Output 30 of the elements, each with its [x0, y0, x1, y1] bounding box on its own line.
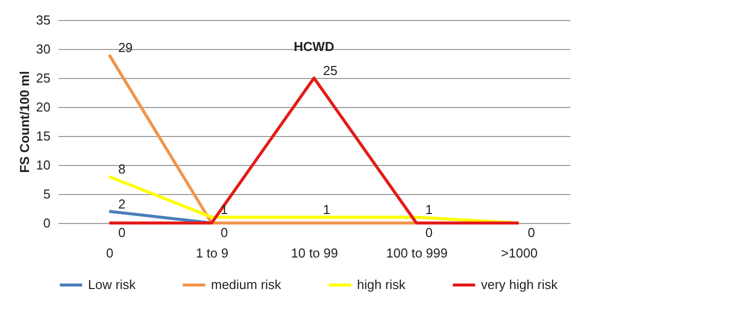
data-label: 1 [323, 202, 330, 218]
legend-label: high risk [357, 277, 406, 292]
legend-label: medium risk [211, 277, 282, 292]
y-tick-label: 35 [36, 12, 50, 28]
data-label: 0 [425, 225, 433, 240]
y-tick-label: 10 [36, 158, 50, 172]
x-tick-label: >1000 [501, 246, 538, 260]
data-label: 0 [118, 225, 126, 240]
data-label: 29 [118, 40, 133, 55]
legend-label: very high risk [481, 277, 558, 292]
x-tick-label: 10 to 99 [291, 246, 338, 260]
data-label: 1 [220, 202, 228, 218]
data-label: 1 [425, 202, 433, 218]
x-tick-label: 1 to 9 [196, 246, 228, 260]
x-tick-label: 100 to 999 [386, 246, 448, 260]
y-tick-label: 0 [43, 216, 50, 230]
y-tick-label: 5 [43, 186, 50, 202]
data-label: 2 [118, 196, 126, 212]
text: HCWD [294, 39, 334, 54]
y-tick-label: 25 [36, 70, 50, 86]
y-tick-label: 30 [36, 42, 50, 56]
legend-label: Low risk [88, 277, 136, 292]
data-label: 25 [323, 63, 338, 78]
data-label: 0 [528, 225, 536, 240]
data-label: 8 [118, 162, 126, 177]
x-tick-label: 0 [106, 246, 114, 260]
y-tick-label: 20 [36, 100, 50, 114]
y-tick-label: 15 [36, 128, 50, 144]
y-axis-title: FS Count/100 ml [17, 71, 32, 173]
data-label: 0 [220, 225, 228, 240]
